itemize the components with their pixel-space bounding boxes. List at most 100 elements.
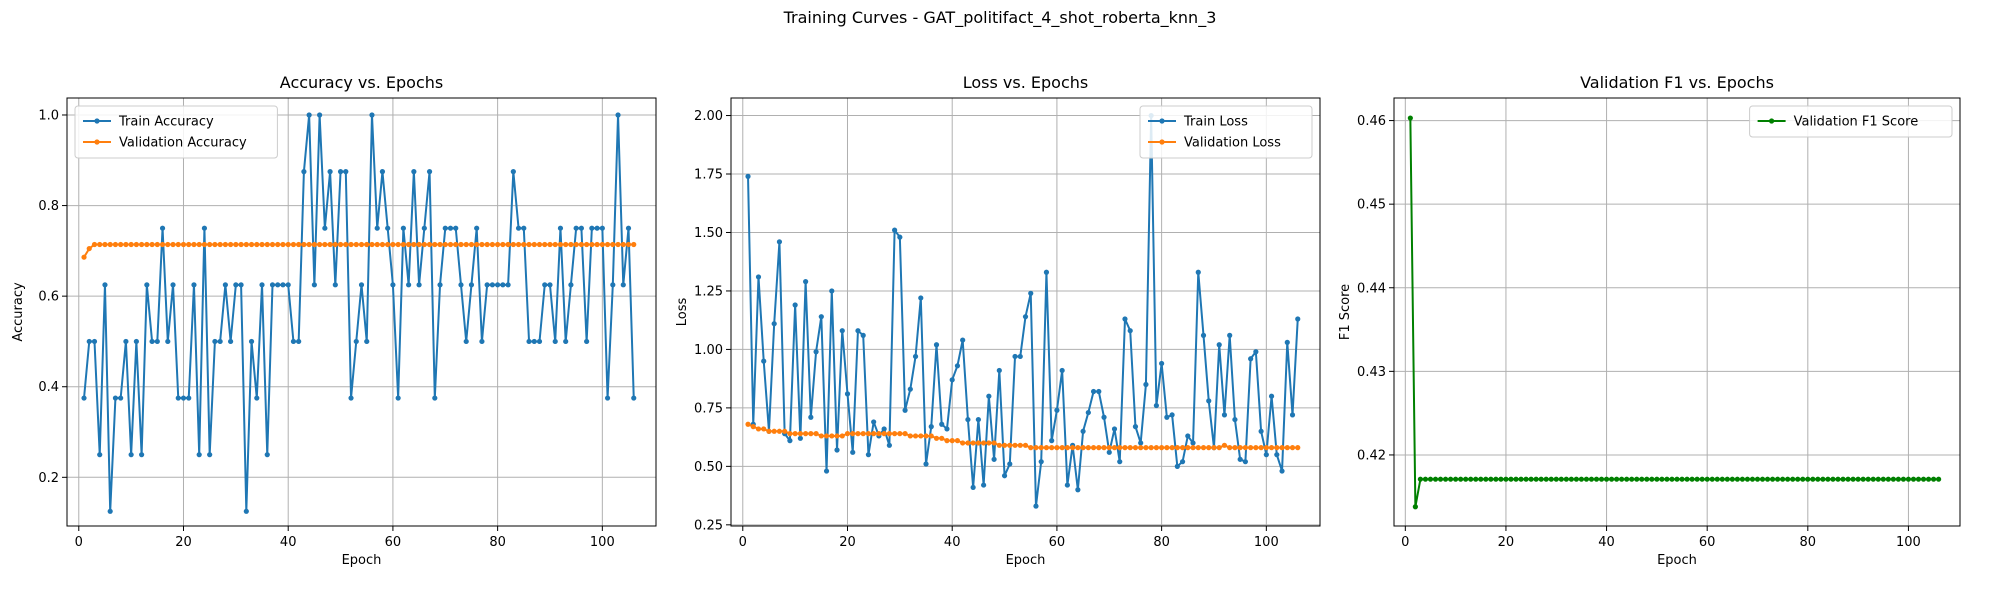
- data-point: [1624, 476, 1630, 482]
- data-point: [207, 452, 213, 458]
- data-point: [1468, 476, 1474, 482]
- data-point: [301, 169, 307, 175]
- y-tick-label: 0.43: [1357, 365, 1386, 380]
- data-point: [233, 282, 239, 288]
- data-point: [1453, 476, 1459, 482]
- data-point: [1242, 445, 1248, 451]
- data-point: [510, 241, 516, 248]
- y-axis-label: Loss: [675, 298, 690, 327]
- data-point: [1568, 476, 1574, 482]
- series-line-2: [83, 243, 634, 258]
- chart-title: Loss vs. Epochs: [963, 73, 1088, 92]
- data-point: [1268, 445, 1275, 451]
- data-point: [981, 440, 987, 446]
- data-point: [1017, 442, 1023, 448]
- data-point: [1185, 433, 1191, 439]
- data-point: [829, 433, 835, 439]
- data-point: [933, 435, 940, 441]
- legend-entry: Validation Loss: [1184, 136, 1281, 151]
- data-point: [787, 438, 793, 444]
- data-point: [1206, 445, 1212, 451]
- data-point: [332, 241, 338, 248]
- data-point: [280, 282, 286, 288]
- x-tick-label: 100: [1254, 535, 1279, 550]
- data-point: [1930, 476, 1937, 482]
- data-point: [102, 241, 108, 248]
- data-point: [133, 241, 139, 248]
- data-point: [986, 393, 992, 399]
- data-point: [803, 279, 809, 285]
- data-point: [563, 338, 569, 345]
- data-point: [458, 282, 464, 288]
- data-point: [275, 241, 281, 248]
- data-point: [107, 508, 113, 514]
- data-point: [552, 241, 558, 248]
- x-tick-label: 40: [944, 535, 961, 550]
- data-point: [322, 225, 328, 231]
- data-point: [170, 241, 176, 248]
- data-point: [1795, 476, 1801, 482]
- data-point: [1090, 445, 1097, 451]
- data-point: [317, 112, 323, 118]
- data-point: [1295, 445, 1301, 451]
- data-point: [411, 169, 417, 175]
- data-point: [907, 433, 913, 439]
- data-point: [1179, 459, 1186, 465]
- data-point: [1759, 476, 1766, 482]
- data-point: [1258, 428, 1264, 434]
- data-point: [112, 241, 119, 248]
- data-point: [400, 241, 406, 248]
- data-point: [1427, 476, 1434, 482]
- series-line-1: [1409, 118, 1939, 508]
- data-point: [1070, 445, 1076, 451]
- data-point: [1248, 445, 1254, 451]
- x-tick-label: 80: [489, 535, 506, 550]
- data-point: [1001, 473, 1008, 479]
- data-point: [860, 332, 866, 338]
- data-point: [578, 241, 584, 248]
- data-point: [1518, 476, 1524, 482]
- data-point: [1870, 476, 1876, 482]
- data-point: [1049, 445, 1055, 451]
- data-point: [755, 274, 762, 280]
- data-point: [81, 254, 87, 260]
- data-point: [107, 241, 113, 248]
- data-point: [1237, 445, 1243, 451]
- data-point: [594, 225, 600, 231]
- data-point: [1910, 476, 1917, 482]
- data-point: [463, 338, 469, 345]
- data-point: [1017, 353, 1023, 360]
- data-point: [1232, 416, 1238, 423]
- data-point: [180, 395, 187, 401]
- data-point: [301, 241, 307, 248]
- data-point: [463, 241, 469, 248]
- legend-box: [1139, 105, 1313, 159]
- y-tick-label: 1.25: [694, 284, 723, 299]
- data-point: [97, 452, 103, 458]
- data-point: [745, 421, 751, 427]
- data-point: [327, 241, 333, 248]
- figure-suptitle: Training Curves - GAT_politifact_4_shot_…: [783, 8, 1217, 27]
- data-point: [834, 433, 840, 439]
- data-point: [1227, 445, 1233, 451]
- data-point: [907, 386, 913, 392]
- data-point: [1669, 476, 1675, 482]
- data-point: [432, 395, 438, 401]
- y-tick-label: 0.25: [694, 518, 723, 533]
- data-point: [1598, 476, 1605, 482]
- data-point: [521, 241, 527, 248]
- data-point: [881, 431, 887, 437]
- data-point: [1925, 476, 1932, 482]
- data-point: [1038, 459, 1044, 465]
- data-point: [468, 282, 475, 288]
- data-point: [500, 282, 506, 288]
- data-point: [1195, 269, 1201, 275]
- data-point: [604, 241, 611, 248]
- data-point: [599, 241, 605, 248]
- data-point: [584, 338, 590, 345]
- data-point: [1417, 476, 1424, 482]
- data-point: [1603, 476, 1610, 482]
- data-point: [489, 241, 495, 248]
